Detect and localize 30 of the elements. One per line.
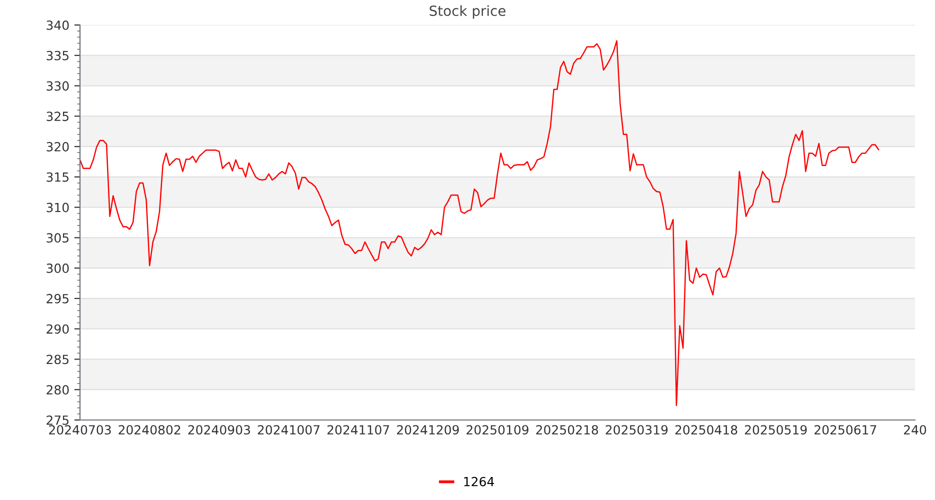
y-tick-label: 310	[46, 202, 69, 212]
y-tick-label: 315	[46, 172, 68, 182]
y-tick-label: 340	[46, 20, 69, 30]
x-tick-label: 240	[904, 425, 926, 435]
x-tick-label: 20240802	[118, 425, 180, 435]
legend-label: 1264	[464, 476, 494, 486]
x-tick-label: 20250109	[466, 425, 528, 435]
x-tick-label: 20250218	[536, 425, 598, 435]
x-tick-label: 20241007	[258, 425, 320, 435]
x-tick-label: 20241107	[327, 425, 390, 435]
line-series	[80, 40, 880, 406]
x-tick-label: 20241209	[397, 425, 459, 435]
x-tick-label: 20240703	[49, 425, 111, 435]
x-tick-label: 20250319	[606, 425, 668, 435]
chart-title: Stock price	[430, 5, 506, 19]
x-tick-label: 20250617	[814, 425, 876, 435]
y-tick-label: 320	[46, 142, 69, 152]
y-tick-label: 335	[46, 50, 68, 60]
y-tick-label: 295	[46, 294, 68, 304]
x-tick-label: 20240903	[188, 425, 250, 435]
y-tick-label: 280	[46, 385, 69, 395]
x-tick-label: 20250418	[675, 425, 738, 435]
y-tick-label: 285	[46, 354, 68, 364]
y-tick-label: 325	[46, 112, 68, 122]
y-tick-label: 305	[46, 233, 68, 243]
y-tick-label: 290	[46, 324, 69, 334]
y-tick-label: 330	[46, 81, 69, 91]
y-tick-label: 300	[46, 264, 69, 274]
x-tick-label: 20250519	[744, 425, 807, 435]
y-tick-label: 275	[46, 415, 68, 425]
